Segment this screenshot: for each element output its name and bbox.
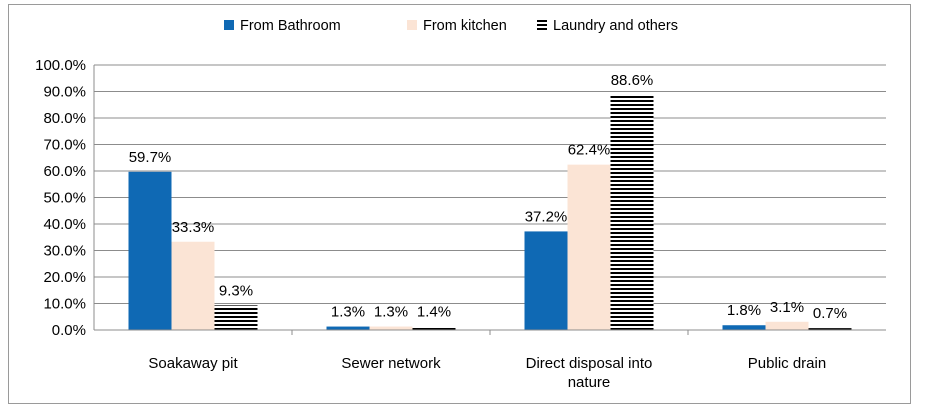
- bar: [808, 328, 852, 330]
- legend-swatch: [537, 20, 547, 30]
- data-label: 0.7%: [813, 305, 847, 322]
- data-label: 3.1%: [770, 299, 804, 316]
- category-label-line: Public drain: [748, 355, 826, 372]
- y-tick-label: 40.0%: [43, 216, 86, 233]
- bar: [567, 164, 611, 330]
- legend: From Bathroom From kitchen Laundry and oth…: [224, 18, 678, 34]
- category-label: Sewer network: [341, 355, 441, 372]
- bar: [610, 95, 654, 331]
- data-label: 1.8%: [727, 302, 761, 319]
- bar: [765, 321, 809, 330]
- y-axis: 0.0% 10.0% 20.0% 30.0% 40.0% 50.0% 60.0% 70.0% 8…: [35, 57, 95, 339]
- data-label: 59.7%: [129, 149, 172, 166]
- bar: [171, 241, 215, 330]
- data-label: 62.4%: [568, 142, 611, 159]
- bar: [326, 326, 370, 330]
- bar: [369, 326, 413, 330]
- legend-label: From kitchen: [423, 18, 507, 34]
- data-label: 37.2%: [525, 208, 568, 225]
- data-label: 1.3%: [374, 304, 408, 321]
- bar: [524, 231, 568, 330]
- legend-label: Laundry and others: [553, 18, 678, 34]
- y-tick-label: 10.0%: [43, 296, 86, 313]
- legend-swatch: [224, 20, 234, 30]
- bar: [214, 305, 258, 330]
- bar: [128, 171, 172, 330]
- bar: [412, 326, 456, 330]
- bars: [128, 95, 852, 331]
- legend-swatch: [407, 20, 417, 30]
- category-label: Direct disposal into nature: [526, 355, 653, 391]
- category-label-line: Direct disposal into: [526, 355, 653, 372]
- y-tick-label: 30.0%: [43, 243, 86, 260]
- y-tick-label: 90.0%: [43, 84, 86, 101]
- category-label: Public drain: [748, 355, 826, 372]
- data-label: 33.3%: [172, 219, 215, 236]
- data-label: 1.3%: [331, 304, 365, 321]
- legend-label: From Bathroom: [240, 18, 341, 34]
- y-tick-label: 100.0%: [35, 57, 86, 74]
- y-tick-label: 0.0%: [52, 322, 86, 339]
- y-tick-label: 80.0%: [43, 110, 86, 127]
- y-tick-label: 20.0%: [43, 269, 86, 286]
- data-label: 1.4%: [417, 303, 451, 320]
- category-label-line: nature: [568, 374, 611, 391]
- y-tick-label: 60.0%: [43, 163, 86, 180]
- data-labels: 59.7% 33.3% 9.3% 1.3% 1.3% 1.4% 37.2% 62.4% 88.6…: [129, 72, 847, 322]
- category-label-line: Sewer network: [341, 355, 441, 372]
- category-label-line: Soakaway pit: [148, 355, 238, 372]
- y-tick-label: 70.0%: [43, 137, 86, 154]
- x-axis: Soakaway pit Sewer network Direct disposal…: [94, 329, 886, 391]
- data-label: 88.6%: [611, 72, 654, 89]
- data-label: 9.3%: [219, 282, 253, 299]
- y-tick-label: 50.0%: [43, 190, 86, 207]
- bar: [722, 325, 766, 330]
- category-label: Soakaway pit: [148, 355, 238, 372]
